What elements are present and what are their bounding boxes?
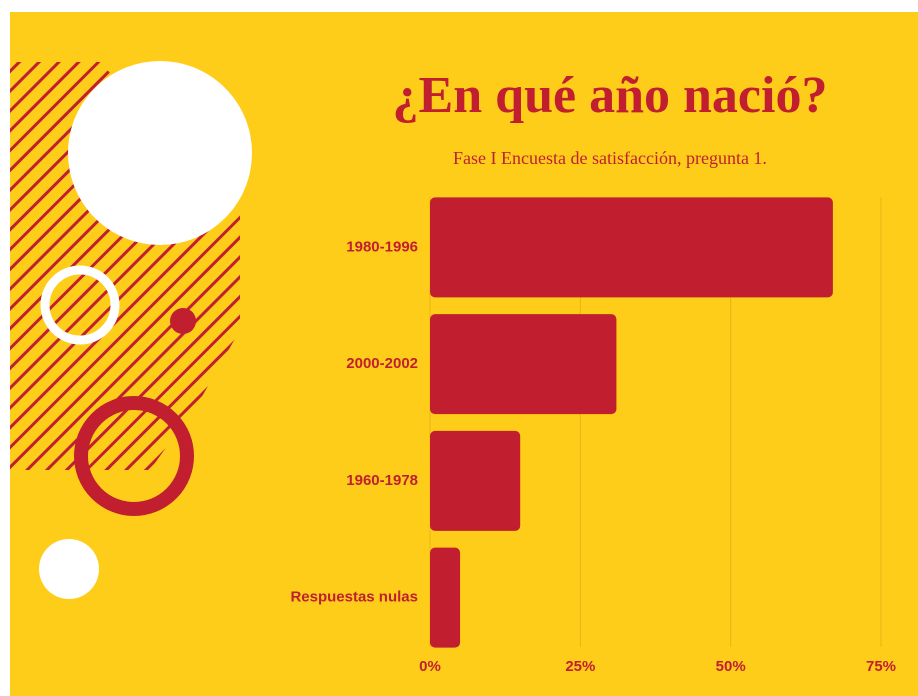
chart-title: ¿En qué año nació?: [393, 67, 828, 124]
bar: [430, 314, 617, 415]
bar: [430, 197, 833, 298]
y-tick-label: 2000-2002: [346, 355, 418, 372]
y-tick-label: Respuestas nulas: [290, 589, 418, 606]
bar: [430, 430, 521, 531]
y-tick-label: 1960-1978: [346, 472, 418, 489]
x-tick-label: 25%: [565, 658, 595, 675]
x-tick-label: 75%: [866, 658, 896, 675]
decoration: [10, 61, 252, 599]
y-tick-label: 1980-1996: [346, 238, 418, 255]
x-tick-label: 0%: [419, 658, 441, 675]
x-tick-label: 50%: [716, 658, 746, 675]
chart-subtitle: Fase I Encuesta de satisfacción, pregunt…: [453, 148, 767, 168]
bar: [430, 547, 461, 648]
